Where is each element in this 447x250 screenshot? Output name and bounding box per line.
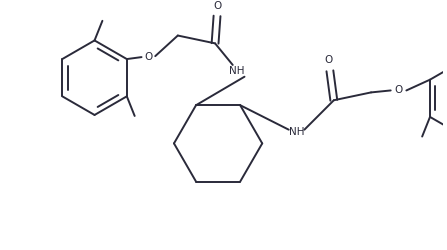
Text: O: O xyxy=(394,86,403,96)
Text: NH: NH xyxy=(229,66,245,76)
Text: O: O xyxy=(325,55,333,65)
Text: O: O xyxy=(144,52,152,62)
Text: NH: NH xyxy=(289,127,304,137)
Text: O: O xyxy=(213,1,221,11)
